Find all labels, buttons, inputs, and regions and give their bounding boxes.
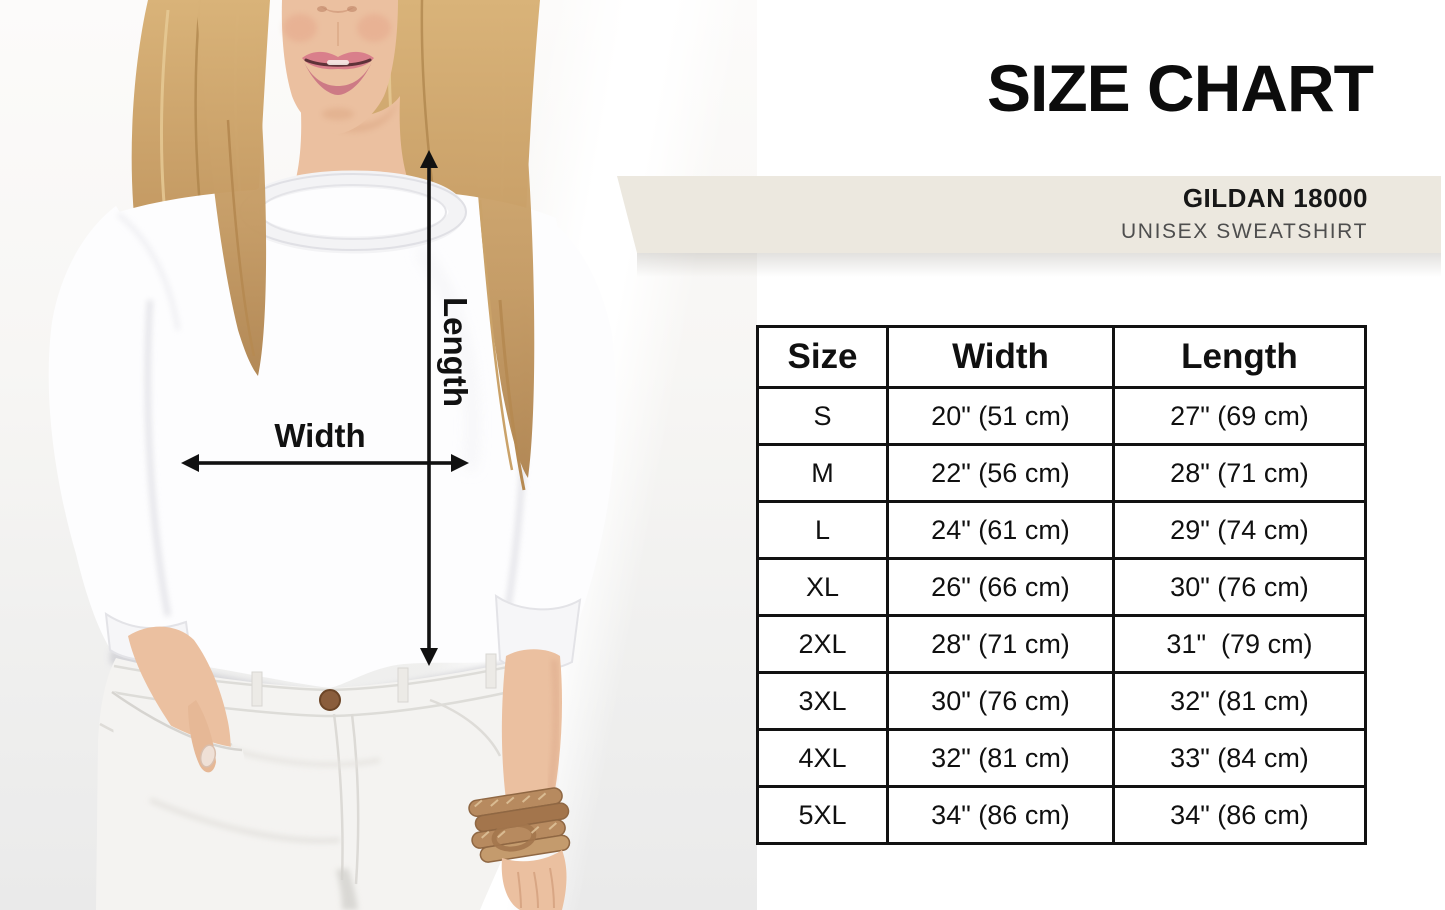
table-row: XL 26" (66 cm) 30" (76 cm) <box>756 557 1367 617</box>
cell-width: 32" (81 cm) <box>886 728 1115 788</box>
cell-size: S <box>756 386 889 446</box>
header-length: Length <box>1112 325 1367 389</box>
page-title: SIZE CHART <box>987 51 1374 125</box>
jeans-button <box>319 689 341 711</box>
left-arm-illustration <box>468 649 571 910</box>
cell-length: 31" (79 cm) <box>1112 614 1367 674</box>
cell-length: 33" (84 cm) <box>1112 728 1367 788</box>
thumbnail <box>199 744 217 768</box>
size-table-header-row: Size Width Length <box>756 325 1367 389</box>
cell-size: L <box>756 500 889 560</box>
cell-length: 32" (81 cm) <box>1112 671 1367 731</box>
model-illustration: Length Width <box>96 0 582 910</box>
cell-size: 5XL <box>756 785 889 845</box>
lips-illustration <box>302 51 374 95</box>
cell-length: 28" (71 cm) <box>1112 443 1367 503</box>
cell-width: 30" (76 cm) <box>886 671 1115 731</box>
cell-width: 24" (61 cm) <box>886 500 1115 560</box>
width-label: Width <box>274 417 365 454</box>
cell-width: 20" (51 cm) <box>886 386 1115 446</box>
header-width: Width <box>886 325 1115 389</box>
table-row: 5XL 34" (86 cm) 34" (86 cm) <box>756 785 1367 845</box>
size-table: Size Width Length S 20" (51 cm) 27" (69 … <box>756 325 1367 845</box>
table-row: 4XL 32" (81 cm) 33" (84 cm) <box>756 728 1367 788</box>
cell-size: 4XL <box>756 728 889 788</box>
cell-size: 2XL <box>756 614 889 674</box>
table-row: L 24" (61 cm) 29" (74 cm) <box>756 500 1367 560</box>
product-brand: GILDAN 18000 <box>1182 183 1368 213</box>
cell-size: XL <box>756 557 889 617</box>
cell-length: 34" (86 cm) <box>1112 785 1367 845</box>
product-info: GILDAN 18000 UNISEX SWEATSHIRT <box>1121 183 1368 243</box>
cell-width: 26" (66 cm) <box>886 557 1115 617</box>
hand-in-pocket-illustration <box>111 626 246 806</box>
bracelet-stack <box>468 787 571 863</box>
cell-width: 34" (86 cm) <box>886 785 1115 845</box>
product-band-shadow <box>637 253 1441 277</box>
hair-front-illustration <box>196 0 535 491</box>
product-type: UNISEX SWEATSHIRT <box>1121 219 1368 243</box>
table-row: 3XL 30" (76 cm) 32" (81 cm) <box>756 671 1367 731</box>
header-size: Size <box>756 325 889 389</box>
cell-width: 28" (71 cm) <box>886 614 1115 674</box>
cell-size: 3XL <box>756 671 889 731</box>
product-band <box>617 176 1441 253</box>
table-row: M 22" (56 cm) 28" (71 cm) <box>756 443 1367 503</box>
width-arrow <box>181 454 469 472</box>
length-label: Length <box>437 297 474 407</box>
cell-length: 30" (76 cm) <box>1112 557 1367 617</box>
cell-size: M <box>756 443 889 503</box>
table-row: S 20" (51 cm) 27" (69 cm) <box>756 386 1367 446</box>
table-row: 2XL 28" (71 cm) 31" (79 cm) <box>756 614 1367 674</box>
model-photo: Length Width <box>0 0 757 910</box>
cell-length: 29" (74 cm) <box>1112 500 1367 560</box>
length-arrow <box>420 150 438 666</box>
cell-width: 22" (56 cm) <box>886 443 1115 503</box>
cell-length: 27" (69 cm) <box>1112 386 1367 446</box>
